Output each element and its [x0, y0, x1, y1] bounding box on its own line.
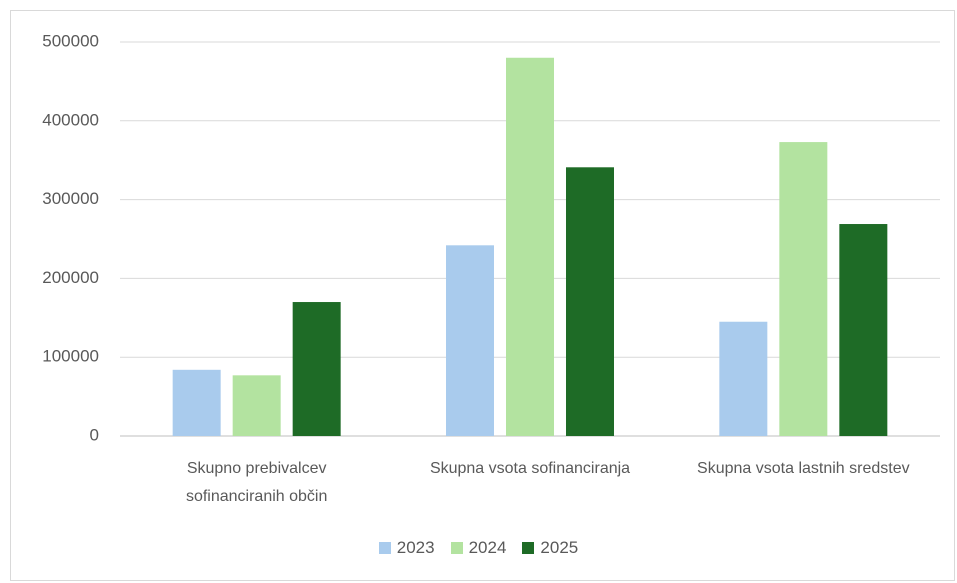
bar: [506, 57, 554, 436]
chart-frame: [10, 10, 955, 581]
legend-swatch: [450, 542, 463, 554]
y-tick-label: 0: [90, 425, 99, 444]
y-tick-label: 500000: [42, 31, 99, 50]
bar: [446, 245, 494, 436]
y-tick-label: 400000: [42, 110, 99, 129]
legend-item: 2024: [450, 538, 507, 558]
legend-label: 2023: [396, 538, 435, 557]
legend-swatch: [378, 542, 391, 554]
bar: [779, 142, 828, 437]
bar: [232, 375, 281, 436]
y-tick-label: 100000: [42, 347, 99, 366]
bar: [566, 167, 614, 437]
legend: 2023 2024 2025: [0, 538, 957, 558]
x-tick-label: Skupna vsota lastnih sredstev: [697, 460, 910, 477]
bar: [719, 321, 768, 436]
legend-label: 2025: [540, 538, 579, 557]
x-tick-label: Skupno prebivalcev sofinanciranih občin: [185, 460, 328, 505]
bar: [292, 302, 341, 436]
y-tick-label: 200000: [42, 268, 99, 287]
legend-swatch: [522, 542, 535, 554]
legend-item: 2023: [378, 538, 435, 558]
legend-label: 2024: [468, 538, 507, 557]
x-tick-label: Skupna vsota sofinanciranja: [429, 460, 631, 477]
bar: [172, 369, 221, 436]
bar: [839, 224, 888, 436]
y-tick-label: 300000: [42, 189, 99, 208]
legend-item: 2025: [522, 538, 578, 558]
